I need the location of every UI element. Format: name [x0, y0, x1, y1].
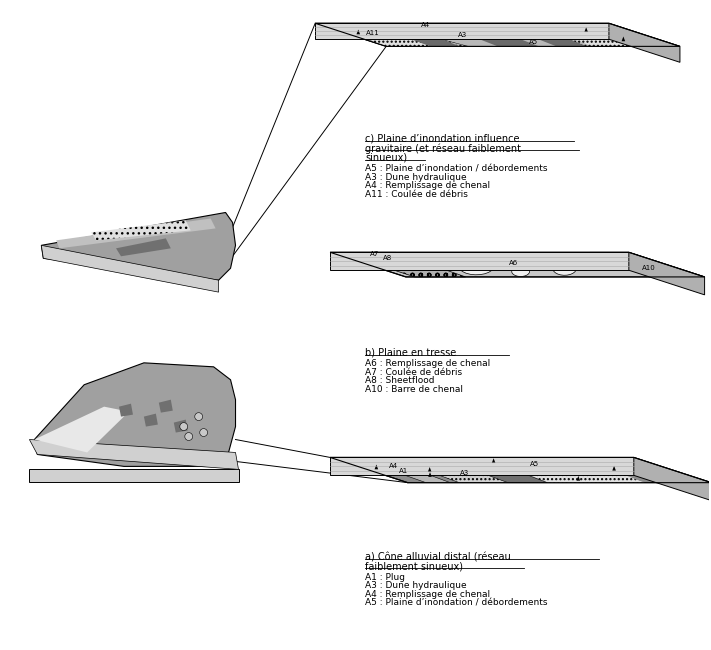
Text: A10 : Barre de chenal: A10 : Barre de chenal — [365, 385, 463, 394]
Polygon shape — [159, 400, 173, 413]
Text: c) Plaine d’inondation influence: c) Plaine d’inondation influence — [365, 134, 520, 144]
Text: faiblement sinueux): faiblement sinueux) — [365, 562, 463, 571]
Text: A3 : Dune hydraulique: A3 : Dune hydraulique — [365, 173, 466, 181]
Polygon shape — [368, 23, 459, 46]
Text: sinueux): sinueux) — [365, 153, 407, 162]
Text: A7: A7 — [370, 252, 380, 257]
Polygon shape — [609, 23, 680, 62]
Text: A11 : Coulée de débris: A11 : Coulée de débris — [365, 190, 468, 199]
Polygon shape — [34, 407, 129, 452]
Polygon shape — [29, 439, 238, 469]
Polygon shape — [374, 23, 592, 46]
Text: A1: A1 — [400, 467, 409, 474]
Text: A3: A3 — [460, 469, 469, 476]
Polygon shape — [330, 458, 711, 483]
Polygon shape — [116, 239, 171, 256]
Text: a) Cône alluvial distal (réseau: a) Cône alluvial distal (réseau — [365, 552, 510, 562]
Polygon shape — [391, 458, 520, 483]
Polygon shape — [577, 476, 580, 480]
Text: A5 : Plaine d’inondation / débordements: A5 : Plaine d’inondation / débordements — [365, 599, 547, 607]
Polygon shape — [119, 404, 133, 417]
Polygon shape — [428, 472, 432, 477]
Text: A3 : Dune hydraulique: A3 : Dune hydraulique — [365, 581, 466, 590]
Polygon shape — [497, 23, 586, 46]
Polygon shape — [584, 27, 588, 32]
Polygon shape — [492, 458, 496, 463]
Polygon shape — [330, 252, 629, 270]
Polygon shape — [34, 363, 235, 467]
Polygon shape — [29, 469, 238, 482]
Text: gravitaire (et réseau faiblement: gravitaire (et réseau faiblement — [365, 143, 521, 154]
Polygon shape — [315, 23, 609, 39]
Text: A4 : Remplissage de chenal: A4 : Remplissage de chenal — [365, 590, 490, 599]
Polygon shape — [612, 466, 616, 471]
Polygon shape — [144, 413, 158, 426]
Text: A6 : Remplissage de chenal: A6 : Remplissage de chenal — [365, 359, 490, 369]
Polygon shape — [573, 259, 593, 270]
Polygon shape — [590, 252, 705, 277]
Polygon shape — [330, 252, 705, 277]
Text: A1 : Plug: A1 : Plug — [365, 573, 405, 582]
Polygon shape — [437, 458, 645, 483]
Polygon shape — [41, 245, 218, 292]
Polygon shape — [91, 220, 191, 240]
Text: A5 : Plaine d’inondation / débordements: A5 : Plaine d’inondation / débordements — [365, 164, 547, 173]
Text: A10: A10 — [642, 265, 656, 270]
Text: b) Plaine en tresse: b) Plaine en tresse — [365, 348, 456, 358]
Polygon shape — [439, 23, 539, 46]
Text: A8: A8 — [383, 255, 392, 261]
Polygon shape — [330, 252, 638, 255]
Polygon shape — [195, 413, 203, 421]
Polygon shape — [527, 23, 680, 46]
Polygon shape — [459, 257, 494, 275]
Polygon shape — [356, 29, 360, 34]
Polygon shape — [185, 432, 193, 441]
Polygon shape — [439, 458, 547, 483]
Polygon shape — [339, 252, 466, 277]
Polygon shape — [41, 213, 235, 280]
Polygon shape — [629, 252, 705, 295]
Text: A4: A4 — [389, 463, 398, 469]
Polygon shape — [56, 218, 215, 248]
Polygon shape — [512, 266, 530, 276]
Polygon shape — [503, 255, 533, 270]
Text: A4 : Remplissage de chenal: A4 : Remplissage de chenal — [365, 181, 490, 190]
Text: A4: A4 — [422, 22, 430, 28]
Polygon shape — [634, 458, 711, 500]
Polygon shape — [552, 261, 577, 275]
Polygon shape — [180, 422, 188, 430]
Polygon shape — [330, 458, 634, 475]
Polygon shape — [315, 23, 680, 46]
Text: A11: A11 — [366, 29, 380, 36]
Polygon shape — [200, 428, 208, 437]
Text: A6: A6 — [509, 261, 518, 266]
Text: A5: A5 — [530, 462, 539, 467]
Polygon shape — [354, 458, 450, 483]
Polygon shape — [375, 465, 378, 469]
Text: A5: A5 — [529, 39, 538, 45]
Text: A7 : Coulée de débris: A7 : Coulée de débris — [365, 368, 462, 377]
Polygon shape — [621, 36, 625, 41]
Text: A8 : Sheetflood: A8 : Sheetflood — [365, 376, 434, 385]
Polygon shape — [315, 23, 469, 46]
Text: A3: A3 — [458, 32, 467, 38]
Polygon shape — [173, 420, 188, 432]
Polygon shape — [428, 467, 432, 472]
